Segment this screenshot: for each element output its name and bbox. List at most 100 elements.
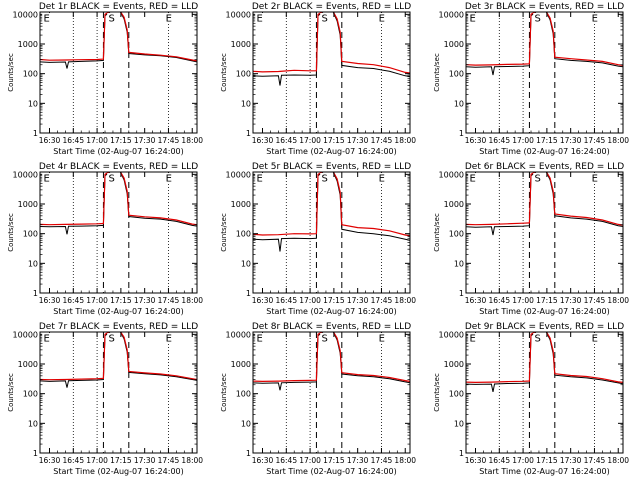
panel-title: Det 4r BLACK = Events, RED = LLD — [39, 162, 198, 172]
region-label: E — [44, 14, 50, 25]
x-tick-label: 16:45 — [488, 456, 510, 465]
x-tick-label: 17:45 — [584, 136, 606, 145]
x-tick-label: 16:30 — [252, 456, 274, 465]
x-axis-label: Start Time (02-Aug-07 16:24:00) — [479, 147, 610, 156]
region-label-backing — [468, 173, 478, 183]
y-tick-label: 100 — [449, 70, 464, 79]
region-label-backing — [377, 333, 387, 343]
y-tick-label: 1 — [459, 289, 464, 298]
series-line-events — [466, 12, 623, 76]
series-line-events — [253, 12, 410, 86]
series-line-events — [466, 332, 623, 393]
x-axis-label: Start Time (02-Aug-07 16:24:00) — [479, 467, 610, 476]
x-tick-label: 17:30 — [560, 296, 582, 305]
y-tick-label: 100 — [449, 230, 464, 239]
y-tick-label: 1 — [33, 449, 38, 458]
region-label: E — [166, 334, 172, 345]
region-label: E — [592, 174, 598, 185]
series-line-events — [253, 172, 410, 252]
plot-frame — [252, 171, 411, 294]
y-tick-label: 100 — [236, 390, 251, 399]
x-tick-label: 17:15 — [536, 456, 558, 465]
region-label-backing — [468, 13, 478, 23]
y-tick-label: 10000 — [226, 330, 251, 339]
x-tick-label: 18:00 — [394, 456, 416, 465]
y-tick-label: 1 — [246, 129, 251, 138]
y-tick-label: 10 — [454, 419, 464, 428]
x-tick-label: 17:30 — [134, 136, 156, 145]
region-label-backing — [107, 333, 117, 343]
y-tick-label: 10 — [454, 259, 464, 268]
region-label: S — [109, 174, 115, 185]
panel-5: Det 5r BLACK = Events, RED = LLD 1 10 100 10… — [220, 162, 416, 316]
y-tick-label: 10 — [454, 99, 464, 108]
x-axis-label: Start Time (02-Aug-07 16:24:00) — [266, 307, 397, 316]
region-label: S — [535, 14, 541, 25]
region-label: E — [379, 174, 385, 185]
series-line-lld — [466, 12, 623, 66]
region-label-backing — [533, 333, 543, 343]
y-tick-label: 10 — [241, 259, 251, 268]
panel-title: Det 5r BLACK = Events, RED = LLD — [252, 162, 411, 172]
y-tick-label: 10 — [28, 259, 38, 268]
panel-title: Det 2r BLACK = Events, RED = LLD — [252, 2, 411, 12]
y-tick-label: 100 — [23, 230, 38, 239]
region-label-backing — [320, 13, 330, 23]
region-label: S — [535, 334, 541, 345]
region-label: E — [470, 174, 476, 185]
series-line-lld — [40, 12, 197, 62]
region-label-backing — [42, 333, 52, 343]
x-tick-label: 16:30 — [252, 136, 274, 145]
y-tick-label: 1000 — [444, 40, 464, 49]
y-tick-label: 10000 — [226, 170, 251, 179]
plot-frame — [39, 11, 198, 134]
y-tick-label: 10000 — [439, 330, 464, 339]
region-label: E — [379, 14, 385, 25]
x-tick-label: 17:00 — [512, 136, 534, 145]
x-tick-label: 17:45 — [158, 296, 180, 305]
region-label: S — [535, 174, 541, 185]
panel-3: Det 3r BLACK = Events, RED = LLD 1 10 100 10… — [433, 2, 629, 156]
region-label-backing — [320, 173, 330, 183]
x-tick-label: 17:00 — [512, 456, 534, 465]
x-tick-label: 17:45 — [158, 456, 180, 465]
y-tick-label: 1 — [33, 289, 38, 298]
x-tick-label: 18:00 — [394, 296, 416, 305]
region-label: E — [257, 334, 263, 345]
region-label-backing — [255, 333, 265, 343]
y-axis-label: Counts/sec — [433, 53, 441, 92]
region-label: E — [166, 174, 172, 185]
y-tick-label: 1000 — [18, 200, 38, 209]
y-axis-label: Counts/sec — [220, 373, 228, 412]
x-tick-label: 17:15 — [323, 296, 345, 305]
x-axis-label: Start Time (02-Aug-07 16:24:00) — [266, 467, 397, 476]
panel-title: Det 3r BLACK = Events, RED = LLD — [465, 2, 624, 12]
x-tick-label: 16:45 — [62, 456, 84, 465]
y-axis-label: Counts/sec — [433, 213, 441, 252]
x-tick-label: 17:00 — [299, 296, 321, 305]
y-tick-label: 1000 — [18, 40, 38, 49]
y-axis-label: Counts/sec — [7, 53, 15, 92]
x-tick-label: 16:45 — [275, 136, 297, 145]
y-axis-label: Counts/sec — [7, 213, 15, 252]
x-tick-label: 18:00 — [181, 456, 203, 465]
y-tick-label: 1 — [33, 129, 38, 138]
x-tick-label: 17:15 — [110, 136, 132, 145]
series-line-lld — [253, 332, 410, 383]
y-tick-label: 10 — [241, 419, 251, 428]
x-tick-label: 18:00 — [181, 296, 203, 305]
x-tick-label: 17:15 — [323, 456, 345, 465]
series-line-lld — [466, 172, 623, 226]
region-label-backing — [107, 173, 117, 183]
x-tick-label: 17:30 — [134, 296, 156, 305]
series-line-lld — [253, 172, 410, 237]
region-label: E — [44, 334, 50, 345]
region-label-backing — [590, 13, 600, 23]
x-tick-label: 17:45 — [584, 296, 606, 305]
x-tick-label: 17:00 — [512, 296, 534, 305]
panel-1: Det 1r BLACK = Events, RED = LLD 1 10 100 10… — [7, 2, 203, 156]
y-tick-label: 1 — [459, 129, 464, 138]
region-label-backing — [320, 333, 330, 343]
y-tick-label: 10000 — [439, 10, 464, 19]
x-tick-label: 17:15 — [536, 136, 558, 145]
